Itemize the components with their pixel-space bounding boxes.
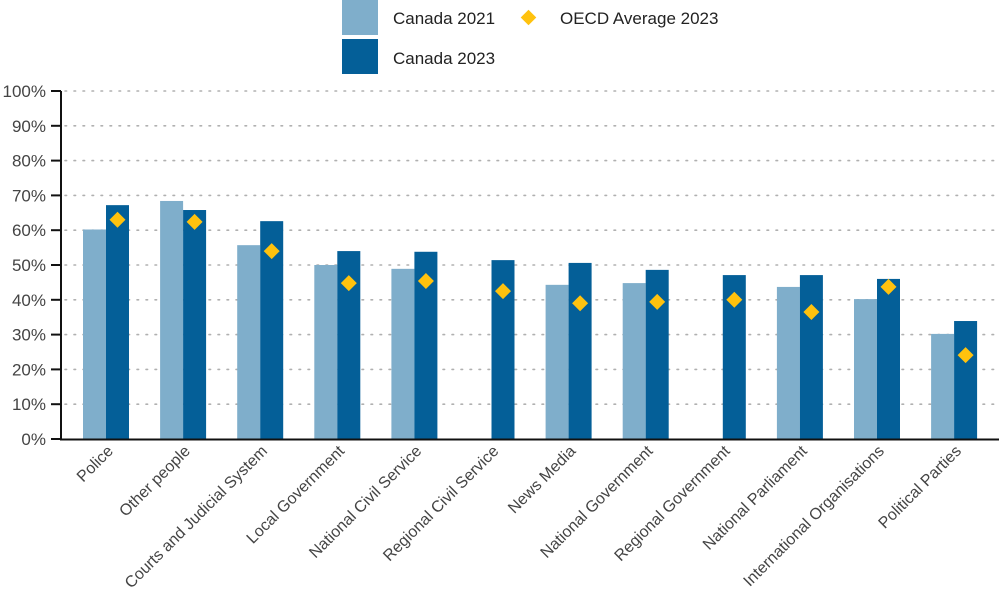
- y-tick-label: 30%: [12, 326, 46, 345]
- marker-oecd-average-2023: [649, 293, 666, 310]
- bar-canada-2021: [83, 229, 106, 439]
- bar-canada-2023: [877, 278, 900, 439]
- y-tick-label: 20%: [12, 360, 46, 379]
- bar-canada-2021: [931, 333, 955, 439]
- bar-canada-2021: [391, 268, 415, 439]
- bar-canada-2021: [237, 245, 261, 439]
- bar-canada-2021: [776, 286, 800, 439]
- bar-canada-2021: [314, 265, 338, 439]
- y-tick-label: 60%: [12, 221, 46, 240]
- x-category-label: International Organisations: [741, 443, 888, 590]
- y-tick-label: 80%: [12, 152, 46, 171]
- marker-oecd-average-2023: [340, 275, 357, 292]
- x-category-label: Other people: [116, 443, 194, 521]
- bar-canada-2023: [954, 321, 978, 439]
- bar-canada-2021: [622, 283, 646, 439]
- x-category-label: Courts and Judicial System: [122, 443, 271, 592]
- bar-canada-2021: [160, 200, 184, 439]
- bar-canada-2023: [260, 221, 284, 439]
- y-tick-label: 0%: [21, 430, 46, 449]
- marker-oecd-average-2023: [186, 213, 203, 230]
- marker-oecd-average-2023: [726, 291, 743, 308]
- oecd-markers: [109, 211, 974, 364]
- marker-oecd-average-2023: [880, 278, 897, 295]
- legend-label-canada-2023: Canada 2023: [393, 49, 496, 68]
- bar-canada-2023: [183, 210, 207, 439]
- x-category-label: Political Parties: [876, 443, 965, 532]
- y-tick-label: 40%: [12, 291, 46, 310]
- bar-canada-2021: [545, 284, 569, 439]
- marker-oecd-average-2023: [495, 283, 511, 300]
- y-tick-label: 50%: [12, 256, 46, 275]
- bar-canada-2023: [722, 275, 746, 439]
- marker-oecd-average-2023: [957, 347, 974, 364]
- y-tick-label: 10%: [12, 395, 46, 414]
- marker-oecd-average-2023: [572, 295, 589, 312]
- y-tick-label: 70%: [12, 186, 46, 205]
- bar-canada-2021: [854, 299, 877, 439]
- legend-swatch-canada-2023: [342, 39, 378, 74]
- bar-canada-2023: [799, 275, 823, 439]
- marker-oecd-average-2023: [109, 211, 126, 228]
- legend-swatch-canada-2021: [342, 0, 378, 35]
- bars: [83, 200, 978, 439]
- legend-label-oecd-average: OECD Average 2023: [560, 9, 719, 28]
- y-axis-ticks: 0% 10% 20% 30% 40% 50% 60% 70% 80% 90% 100%: [3, 82, 61, 449]
- marker-oecd-average-2023: [263, 243, 280, 260]
- bar-canada-2023: [414, 251, 438, 439]
- bar-canada-2023: [337, 251, 361, 439]
- bar-canada-2023: [568, 262, 592, 439]
- bar-canada-2023: [106, 205, 129, 439]
- legend-label-canada-2021: Canada 2021: [393, 9, 496, 28]
- bar-canada-2023: [491, 260, 515, 439]
- marker-oecd-average-2023: [417, 273, 434, 290]
- marker-oecd-average-2023: [803, 303, 820, 320]
- bar-canada-2023: [645, 269, 669, 439]
- x-category-label: Police: [74, 443, 117, 486]
- y-tick-label: 90%: [12, 117, 46, 136]
- x-category-label: News Media: [505, 443, 579, 517]
- y-tick-label: 100%: [3, 82, 46, 101]
